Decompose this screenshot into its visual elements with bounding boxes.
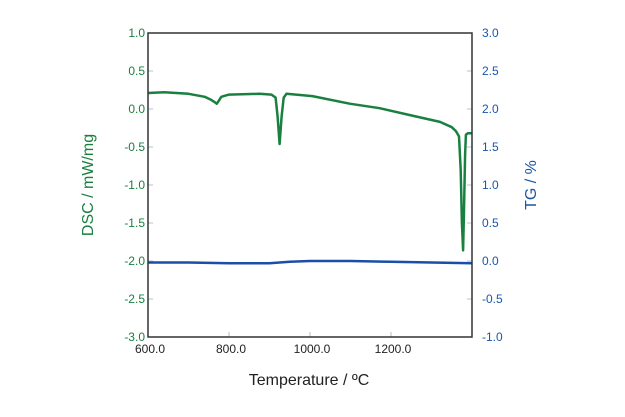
right-tick-label: 1.5 (482, 140, 499, 154)
left-tick-label: -1.0 (124, 178, 145, 192)
right-tick-label: -0.5 (482, 292, 503, 306)
right-axis-label: TG / % (523, 160, 540, 210)
x-tick-label: 800.0 (216, 342, 246, 356)
x-tick-label: 1000.0 (294, 342, 331, 356)
right-tick-label: 2.0 (482, 102, 499, 116)
tg-series-line (148, 259, 473, 265)
right-tick-label: -1.0 (482, 330, 503, 344)
right-tick-label: 0.0 (482, 254, 499, 268)
plot-frame (147, 32, 473, 338)
left-tick-label: -1.5 (124, 216, 145, 230)
x-tick-label: 600.0 (135, 342, 165, 356)
left-tick-label: -2.5 (124, 292, 145, 306)
right-tick-label: 3.0 (482, 26, 499, 40)
left-tick-label: 1.0 (128, 26, 145, 40)
x-tick-label: 1200.0 (375, 342, 412, 356)
right-tick-label: 1.0 (482, 178, 499, 192)
x-axis-label: Temperature / ºC (249, 372, 370, 389)
left-tick-label: 0.0 (128, 102, 145, 116)
left-tick-label: -0.5 (124, 140, 145, 154)
left-axis-label: DSC / mW/mg (80, 134, 97, 236)
dsc-series-line (147, 91, 472, 252)
left-tick-label: -3.0 (124, 330, 145, 344)
left-tick-label: -2.0 (124, 254, 145, 268)
right-tick-label: 2.5 (482, 64, 499, 78)
right-tick-label: 0.5 (482, 216, 499, 230)
left-tick-label: 0.5 (128, 64, 145, 78)
